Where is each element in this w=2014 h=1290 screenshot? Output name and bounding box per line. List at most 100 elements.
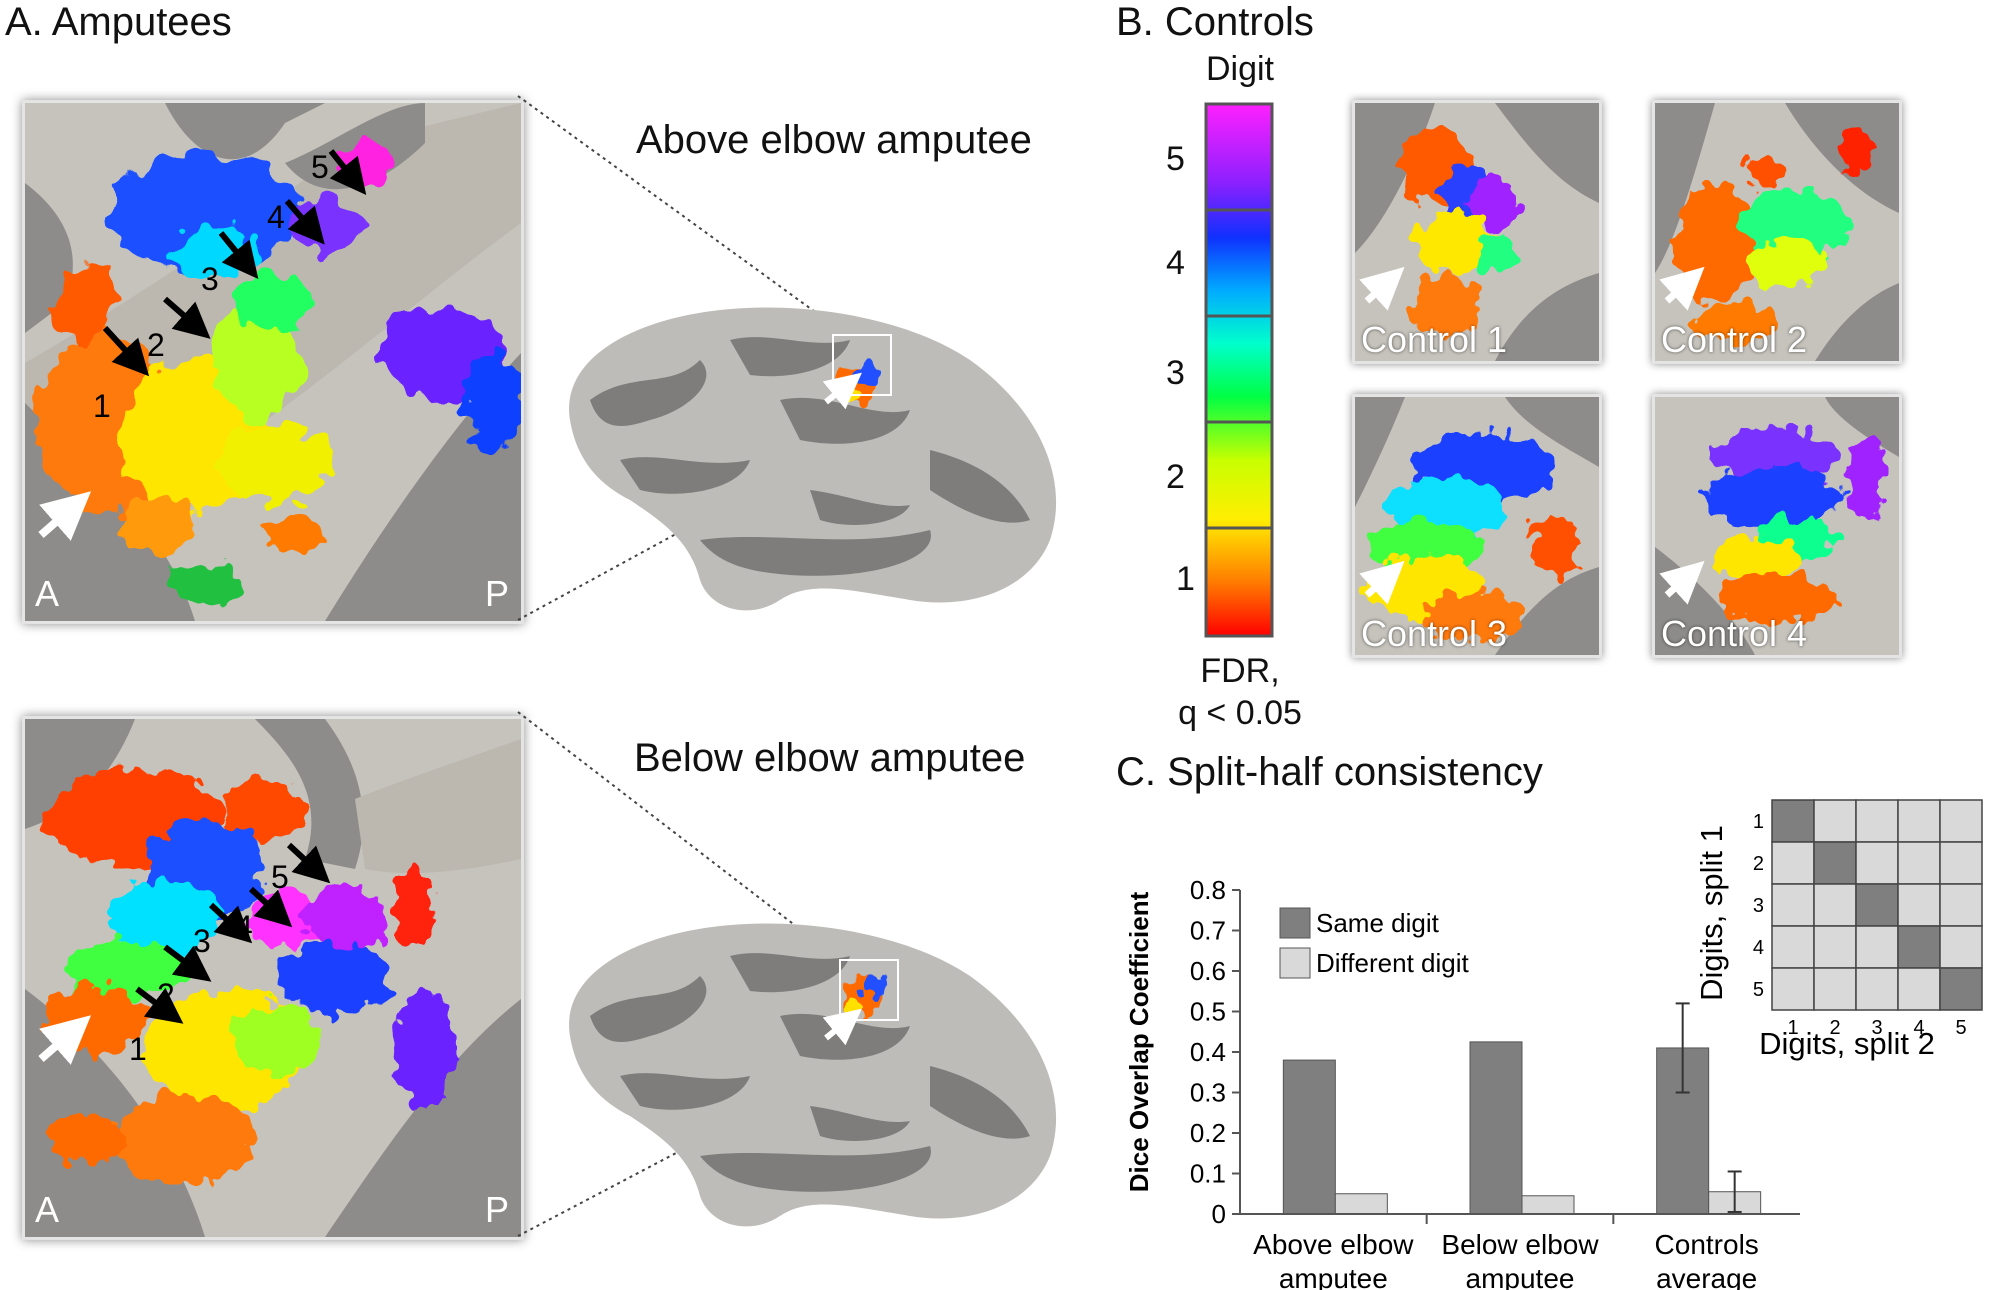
digit-label-2: 2 — [157, 977, 175, 1013]
bar — [1334, 1193, 1388, 1215]
matrix-cell — [1855, 841, 1899, 885]
control-4-map: Control 4 — [1652, 394, 1902, 658]
colorbar-q-label: q < 0.05 — [1178, 694, 1302, 732]
digit-5-arrow — [286, 842, 331, 884]
below-elbow-zoom-map: 1 2 3 4 5 A P — [22, 716, 524, 1240]
matrix-cell — [1855, 799, 1899, 843]
matrix-row-label: 1 — [1753, 811, 1764, 833]
y-tick-label: 0.2 — [1190, 1118, 1226, 1148]
x-category-label: Controls average — [1655, 1229, 1759, 1290]
matrix-cell — [1855, 883, 1899, 927]
matrix-cell — [1813, 925, 1857, 969]
matrix-cell — [1897, 967, 1941, 1011]
white-arrow-icon — [1659, 266, 1705, 311]
matrix-cell — [1771, 841, 1815, 885]
matrix-row-label: 2 — [1753, 853, 1764, 875]
y-tick-label: 0.7 — [1190, 916, 1226, 946]
digit-label-3: 3 — [201, 261, 219, 297]
matrix-row-label: 5 — [1753, 979, 1764, 1001]
control-1-label: Control 1 — [1361, 319, 1508, 360]
control-2-map: Control 2 — [1652, 100, 1902, 364]
y-axis-title: Dice Overlap Coefficient — [1124, 891, 1154, 1192]
white-arrow-icon — [38, 1015, 92, 1065]
matrix-cell — [1939, 925, 1983, 969]
y-tick-label: 0.4 — [1190, 1037, 1226, 1067]
matrix-x-label: Digits, split 2 — [1759, 1026, 1935, 1061]
matrix-cell — [1813, 841, 1857, 885]
matrix-col-label: 3 — [1871, 1017, 1882, 1039]
control-4-label: Control 4 — [1661, 613, 1808, 654]
matrix-row-label: 4 — [1753, 937, 1764, 959]
digit-label-5: 5 — [271, 859, 289, 895]
digit-1-arrow — [135, 986, 184, 1024]
white-arrow-icon — [38, 491, 92, 541]
colorbar-tick-5: 5 — [1166, 140, 1185, 178]
y-tick-label: 0.6 — [1190, 956, 1226, 986]
digit-3-arrow — [208, 902, 253, 944]
matrix-cell — [1855, 967, 1899, 1011]
matrix-cell — [1939, 799, 1983, 843]
digit-colorbar — [1204, 102, 1274, 638]
legend-swatch — [1279, 907, 1311, 939]
panel-b-title: B. Controls — [1116, 0, 1314, 44]
bar — [1282, 1059, 1336, 1215]
control-3-map: Control 3 — [1352, 394, 1602, 658]
digit-4-arrow — [248, 886, 293, 928]
split-half-matrix: 1 2 3 4 5 1 2 3 4 5 Digits, split 1 Digits, spli… — [1700, 799, 1983, 1061]
matrix-y-label: Digits, split 1 — [1700, 825, 1729, 1001]
matrix-cell — [1939, 967, 1983, 1011]
colorbar-top-label: Digit — [1205, 50, 1275, 88]
matrix-cell — [1897, 799, 1941, 843]
below-elbow-brain-surface — [569, 923, 1057, 1227]
control-2-label: Control 2 — [1661, 319, 1808, 360]
white-arrow-icon — [822, 372, 862, 410]
posterior-label: P — [485, 1189, 510, 1230]
colorbar-tick-3: 3 — [1166, 354, 1185, 392]
posterior-label: P — [485, 573, 510, 614]
below-elbow-subtitle: Below elbow amputee — [634, 736, 1026, 780]
panel-a-title: A. Amputees — [5, 0, 232, 44]
legend-label: Same digit — [1316, 908, 1440, 938]
matrix-cell — [1771, 967, 1815, 1011]
matrix-cell — [1855, 925, 1899, 969]
panel-c-title: C. Split-half consistency — [1116, 750, 1543, 794]
matrix-cell — [1813, 799, 1857, 843]
digit-label-4: 4 — [235, 909, 253, 945]
matrix-col-label: 2 — [1829, 1017, 1840, 1039]
white-arrow-icon — [822, 1008, 862, 1046]
matrix-row-label: 3 — [1753, 895, 1764, 917]
bar — [1521, 1195, 1575, 1215]
matrix-cell — [1771, 925, 1815, 969]
matrix-cell — [1813, 967, 1857, 1011]
digit-4-arrow — [284, 199, 325, 245]
digit-1-arrow — [102, 325, 150, 377]
legend-swatch — [1279, 947, 1311, 979]
white-arrow-icon — [1659, 560, 1705, 605]
y-tick-label: 0.3 — [1190, 1078, 1226, 1108]
x-category-label: Above elbow amputee — [1253, 1229, 1414, 1290]
matrix-col-label: 5 — [1955, 1017, 1966, 1039]
digit-5-arrow — [328, 149, 367, 196]
colorbar-tick-4: 4 — [1166, 244, 1185, 282]
matrix-cell — [1771, 799, 1815, 843]
digit-label-4: 4 — [267, 199, 285, 235]
matrix-cell — [1813, 883, 1857, 927]
y-tick-label: 0.8 — [1190, 875, 1226, 905]
digit-3-arrow — [218, 231, 259, 279]
matrix-col-label: 4 — [1913, 1017, 1924, 1039]
colorbar-fdr-label: FDR, — [1200, 652, 1280, 690]
colorbar-tick-1: 1 — [1176, 560, 1195, 598]
anterior-label: A — [35, 1189, 60, 1230]
digit-label-5: 5 — [311, 149, 329, 185]
matrix-cell — [1771, 883, 1815, 927]
white-arrow-icon — [1359, 266, 1405, 311]
matrix-cell — [1939, 841, 1983, 885]
y-tick-label: 0 — [1212, 1199, 1226, 1229]
digit-2-arrow — [163, 944, 212, 982]
above-elbow-brain-surface — [569, 307, 1057, 611]
bar — [1469, 1041, 1523, 1215]
y-tick-label: 0.1 — [1190, 1159, 1226, 1189]
control-3-label: Control 3 — [1361, 613, 1508, 654]
matrix-cell — [1897, 883, 1941, 927]
digit-label-1: 1 — [129, 1031, 147, 1067]
